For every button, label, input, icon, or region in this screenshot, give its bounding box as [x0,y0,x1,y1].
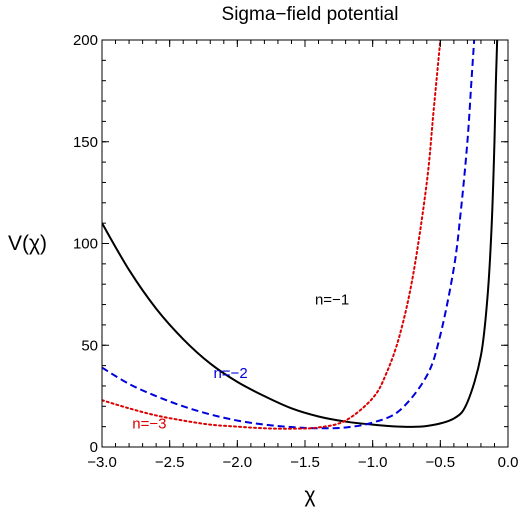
x-tick-label: −0.5 [426,454,456,471]
x-tick-label: −2.5 [155,454,185,471]
y-tick-label: 0 [90,439,98,456]
x-tick-label: −1.0 [358,454,388,471]
plot-frame [101,39,509,448]
chart-title: Sigma−field potential [222,4,399,25]
series-label-1: n=−1 [315,292,349,309]
y-axis-label: V(χ) [8,232,47,255]
x-tick-label: −3.0 [87,454,117,471]
series-label-3: n=−3 [132,416,166,433]
x-axis-label: χ [304,484,315,507]
series-line-3 [102,40,442,430]
plot-area: −3.0 −2.5 −2.0 −1.5 −1.0 −0.5 0.0 0 50 100 150 200 [73,32,518,471]
x-tick-label: 0.0 [498,454,519,471]
x-tick-label: −1.5 [290,454,320,471]
y-tick-label: 200 [73,32,98,49]
series-line-1 [102,40,499,428]
series-label-2: n=−2 [213,365,247,382]
y-tick-label: 150 [73,134,98,151]
y-tick-label: 100 [73,236,98,253]
series-layer [102,40,499,430]
annotation-layer: n=−1 n=−2 n=−3 [132,292,349,433]
y-tick-label: 50 [81,337,98,354]
ticks-layer: −3.0 −2.5 −2.0 −1.5 −1.0 −0.5 0.0 0 50 100 150 200 [73,32,518,471]
x-tick-label: −2.0 [223,454,253,471]
series-line-2 [102,40,476,430]
